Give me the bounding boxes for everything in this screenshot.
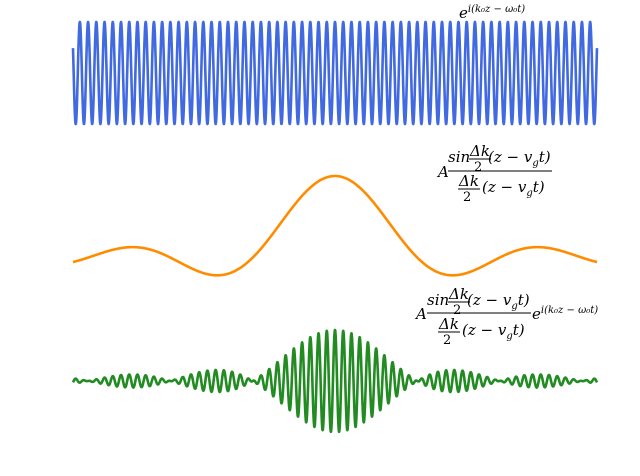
- svg-text:A: A: [436, 163, 449, 181]
- envelope-panel: A sin Δk 2 (z − vgt) Δk 2 (z − vgt): [72, 142, 598, 277]
- svg-text:sin: sin: [448, 148, 470, 166]
- carrier-wave-panel: ei(k₀z − ω₀t): [71, 4, 599, 126]
- envelope-line: [72, 174, 598, 277]
- svg-text:2: 2: [443, 333, 451, 348]
- carrier-wave-line: [71, 20, 599, 126]
- svg-text:Δk: Δk: [469, 142, 490, 160]
- svg-text:ei(k₀z − ω₀t): ei(k₀z − ω₀t): [532, 305, 598, 323]
- svg-text:A: A: [414, 305, 427, 323]
- svg-text:(z − vgt): (z − vgt): [462, 321, 525, 342]
- svg-text:Δk: Δk: [448, 285, 469, 303]
- svg-text:2: 2: [474, 160, 482, 175]
- svg-text:(z − vgt): (z − vgt): [467, 291, 530, 312]
- svg-text:Δk: Δk: [458, 172, 479, 190]
- wave-packet-line: [71, 328, 599, 434]
- svg-text:sin: sin: [427, 291, 449, 309]
- envelope-label: A sin Δk 2 (z − vgt) Δk 2 (z − vgt): [436, 142, 552, 205]
- svg-text:(z − vgt): (z − vgt): [488, 148, 551, 169]
- wave-packet-label: A sin Δk 2 (z − vgt) Δk 2 (z − vgt) ei(k…: [414, 285, 598, 348]
- svg-text:2: 2: [453, 303, 461, 318]
- svg-text:2: 2: [463, 190, 471, 205]
- svg-text:(z − vgt): (z − vgt): [482, 178, 545, 199]
- wave-packet-panel: A sin Δk 2 (z − vgt) Δk 2 (z − vgt) ei(k…: [71, 285, 599, 434]
- carrier-wave-label: ei(k₀z − ω₀t): [459, 4, 525, 22]
- svg-text:Δk: Δk: [438, 315, 459, 333]
